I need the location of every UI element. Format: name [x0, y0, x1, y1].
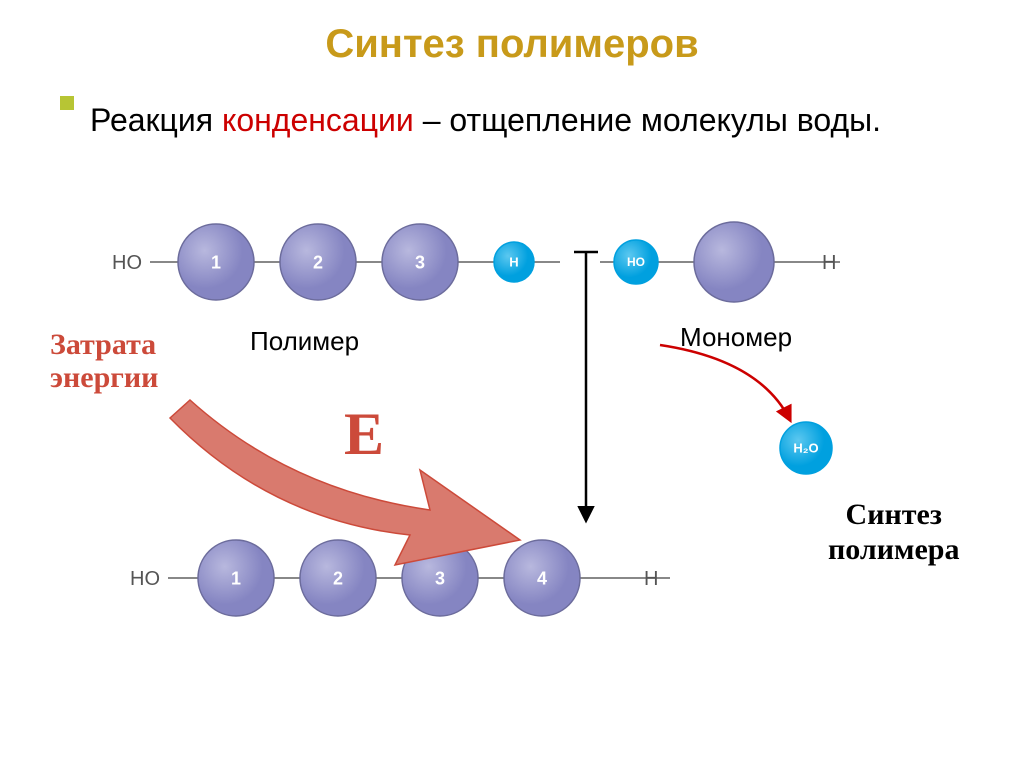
svg-text:3: 3: [415, 252, 425, 272]
energy-e: E: [344, 400, 384, 469]
svg-text:H: H: [644, 568, 658, 590]
svg-text:HO: HO: [130, 568, 160, 590]
svg-text:4: 4: [537, 568, 547, 588]
svg-text:Мономер: Мономер: [680, 322, 792, 352]
synthesis-label: Синтез полимера: [828, 498, 959, 567]
energy-line2: энергии: [50, 361, 158, 394]
svg-text:1: 1: [211, 252, 221, 272]
svg-text:1: 1: [231, 568, 241, 588]
svg-text:H: H: [822, 252, 836, 274]
svg-text:2: 2: [333, 568, 343, 588]
svg-text:3: 3: [435, 568, 445, 588]
energy-label: Затрата энергии: [50, 328, 158, 394]
synth-line2: полимера: [828, 533, 959, 568]
svg-text:HO: HO: [627, 255, 645, 269]
svg-text:Полимер: Полимер: [250, 326, 359, 356]
energy-line1: Затрата: [50, 328, 158, 361]
synth-line1: Синтез: [828, 498, 959, 533]
svg-text:2: 2: [313, 252, 323, 272]
svg-text:HO: HO: [112, 252, 142, 274]
svg-text:H: H: [509, 255, 518, 270]
svg-text:H₂O: H₂O: [793, 441, 818, 456]
